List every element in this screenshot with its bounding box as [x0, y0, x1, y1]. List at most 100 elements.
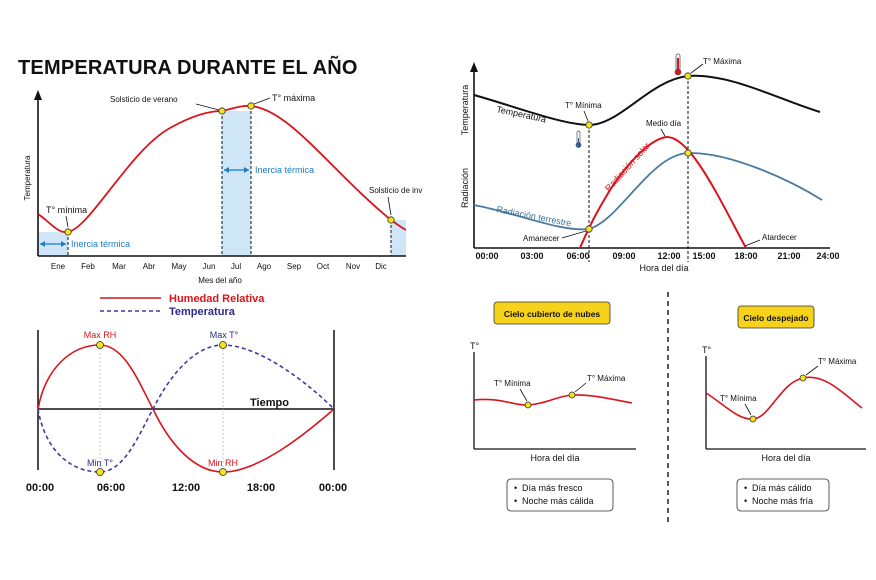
daily-ylabel-rad: Radiación: [460, 168, 470, 208]
clear-note-2: Noche más fría: [752, 496, 813, 506]
daily-min-pointer: [583, 110, 589, 122]
inertia-arrowhead-left: [40, 241, 45, 247]
inertia-label-winter: Inercia térmica: [71, 239, 130, 249]
min-t-point: [96, 468, 104, 476]
month-tick: Jul: [231, 262, 241, 271]
annual-max-pointer: [253, 97, 271, 105]
daily-xlabel: Hora del día: [639, 263, 688, 273]
daily-max-label: T° Máxima: [703, 57, 742, 66]
sunrise-cross-point: [585, 225, 593, 233]
winter-solstice-label: Solsticio de inv: [369, 186, 422, 195]
inertia-zone-winter-end: [391, 220, 406, 256]
sunrise-label: Amanecer: [523, 234, 560, 243]
clear-yaxis-label: T°: [702, 345, 711, 355]
inertia-arrowhead-right-2: [244, 167, 249, 173]
month-tick: Abr: [143, 262, 156, 271]
hour-tick: 06:00: [566, 251, 589, 261]
annual-min-point: [64, 228, 72, 236]
solar-radiation-curve: [579, 135, 747, 249]
clear-max-pointer: [805, 365, 819, 376]
annual-max-label: T° máxima: [272, 93, 315, 103]
cloudy-xaxis-label: Hora del día: [530, 453, 579, 463]
earth-rad-max-point: [684, 149, 692, 157]
inertia-zone-summer: [222, 111, 251, 256]
solar-curve-label: Radiación solar: [603, 141, 652, 194]
daily-temp-curve-label: Temperatura: [496, 104, 548, 124]
daily-min-point: [585, 121, 593, 129]
time-tick: 00:00: [319, 482, 347, 494]
inertia-arrowhead-left-2: [224, 167, 229, 173]
hour-tick: 09:00: [612, 251, 635, 261]
cloudy-min-point: [524, 401, 532, 409]
time-tick: 18:00: [247, 482, 275, 494]
annual-y-arrow: [34, 90, 42, 100]
daily-radiation-chart: Temperatura Radiación Temperatura T° Mín…: [460, 53, 840, 273]
time-tick: 12:00: [172, 482, 200, 494]
time-tick: 06:00: [97, 482, 125, 494]
cloudy-min-label: T° Mínima: [494, 379, 531, 388]
clear-sky-chart: Cielo despejado T° Hora del día T° Mínim…: [702, 305, 866, 512]
inertia-arrowhead-right: [61, 241, 66, 247]
hour-tick: 21:00: [777, 251, 800, 261]
annual-min-label: T° mínima: [46, 205, 87, 215]
annual-min-pointer: [65, 215, 69, 228]
max-rh-label: Max RH: [84, 330, 117, 340]
cloudy-badge: [493, 301, 611, 325]
clear-max-point: [799, 374, 807, 382]
clear-min-point: [749, 415, 757, 423]
month-tick: Oct: [317, 262, 330, 271]
annual-max-point: [247, 102, 255, 110]
summer-solstice-label: Solsticio de verano: [110, 95, 178, 104]
min-rh-point: [219, 468, 227, 476]
daily-hour-ticks: 00:00 03:00 06:00 09:00 12:00 15:00 18:0…: [475, 251, 839, 261]
max-rh-point: [96, 341, 104, 349]
cloudy-note-bullet-1: •: [514, 483, 517, 493]
hour-tick: 24:00: [816, 251, 839, 261]
humidity-temperature-chart: Humedad Relativa Temperatura Tiempo Max …: [26, 293, 347, 494]
month-tick: Sep: [287, 262, 302, 271]
cloudy-note-2: Noche más cálida: [522, 496, 594, 506]
daily-max-point: [684, 72, 692, 80]
time-axis-label: Tiempo: [250, 397, 289, 409]
hour-tick: 00:00: [475, 251, 498, 261]
earth-curve-label: Radiación terrestre: [496, 204, 573, 228]
cloudy-notes-box: [506, 478, 614, 512]
clear-min-pointer: [744, 403, 752, 416]
clear-max-label: T° Máxima: [818, 357, 857, 366]
cloudy-badge-text: Cielo cubierto de nubes: [504, 309, 601, 319]
month-tick: May: [171, 262, 186, 271]
cloudy-max-label: T° Máxima: [587, 374, 626, 383]
noon-pointer: [660, 128, 666, 137]
clear-note-1: Día más cálido: [752, 483, 812, 493]
daily-temperature-curve: [473, 74, 821, 127]
cloudy-yaxis-label: T°: [470, 341, 479, 351]
clear-note-bullet-2: •: [744, 496, 747, 506]
month-tick: Ago: [257, 262, 272, 271]
summer-solstice-point: [218, 107, 226, 115]
min-t-label: Min T°: [87, 458, 113, 468]
cloudy-note-bullet-2: •: [514, 496, 517, 506]
clear-notes-box: [736, 478, 830, 512]
winter-solstice-pointer: [387, 196, 392, 216]
cloudy-max-pointer: [574, 382, 587, 393]
winter-solstice-point: [387, 216, 395, 224]
thermometer-hot-icon: [674, 53, 682, 76]
earth-radiation-curve: [473, 152, 823, 231]
annual-month-ticks: Ene Feb Mar Abr May Jun Jul Ago Sep Oct …: [51, 262, 387, 271]
sunset-pointer: [744, 239, 761, 247]
cloudy-temperature-curve: [473, 394, 633, 406]
max-t-label: Max T°: [210, 330, 239, 340]
daily-max-pointer: [690, 63, 704, 74]
cloudy-min-pointer: [519, 388, 528, 402]
month-tick: Dic: [375, 262, 387, 271]
annual-temperature-chart: TEMPERATURA DURANTE EL AÑO Temperatura T…: [18, 56, 422, 285]
noon-label: Medio día: [646, 119, 682, 128]
cloudy-max-point: [568, 391, 576, 399]
month-tick: Feb: [81, 262, 95, 271]
inertia-label-summer: Inercia térmica: [255, 165, 314, 175]
daily-min-label: T° Mínima: [565, 101, 602, 110]
clear-min-label: T° Mínima: [720, 394, 757, 403]
clear-badge: [737, 305, 815, 329]
